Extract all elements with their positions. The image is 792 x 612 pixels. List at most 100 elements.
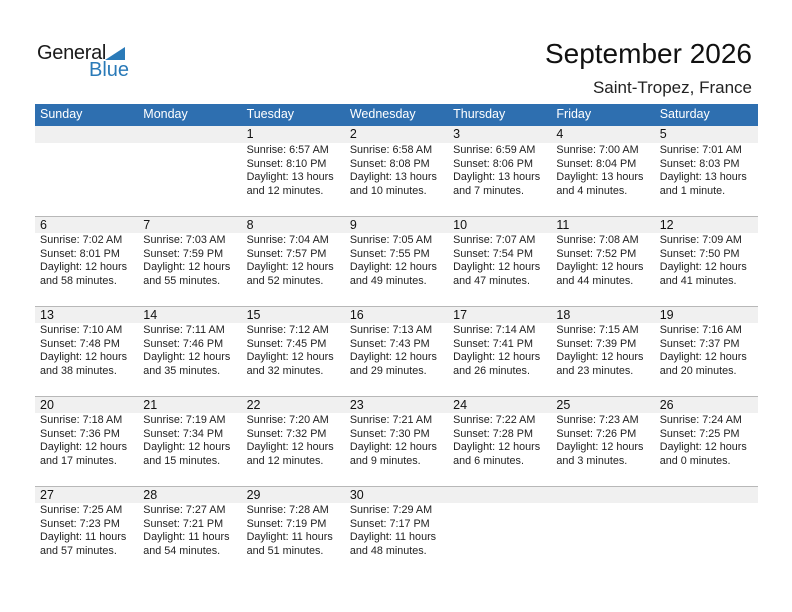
sunrise-text: Sunrise: 7:16 AM [659,324,742,336]
minutes-text: and 44 minutes. [556,274,634,287]
date-row: 27 28 29 30 [35,486,758,503]
weekday-thursday: Thursday [453,107,506,121]
minutes-text: and 23 minutes. [556,364,634,377]
sunset-text: Sunset: 7:50 PM [659,247,740,260]
weekday-tuesday: Tuesday [246,107,295,121]
weekday-header: Sunday Monday Tuesday Wednesday Thursday Frid… [35,104,758,126]
day-number: 10 [453,218,468,232]
sunset-text: Sunset: 7:25 PM [659,427,740,440]
day-cell: Sunrise: 7:03 AM Sunset: 7:59 PM Daylight:… [138,233,241,288]
daylight-text: Daylight: 12 hours [453,441,541,453]
location: Saint-Tropez, France [592,78,752,97]
day-cell: Sunrise: 7:01 AM Sunset: 8:03 PM Daylight:… [655,143,758,198]
daylight-text: Daylight: 12 hours [143,261,231,273]
week-row: 13 14 15 16 17 18 19 Sunrise: 7:10 AM Sunset: 7:… [35,306,758,396]
sunrise-text: Sunrise: 7:14 AM [453,324,536,336]
day-cell: Sunrise: 7:11 AM Sunset: 7:46 PM Daylight:… [138,323,241,378]
day-cell: Sunrise: 7:05 AM Sunset: 7:55 PM Daylight:… [345,233,448,288]
day-number: 20 [40,398,54,412]
sunrise-text: Sunrise: 7:25 AM [40,504,123,516]
day-number: 25 [556,398,571,412]
info-row: Sunrise: 7:18 AM Sunset: 7:36 PM Daylight:… [35,413,758,468]
day-number: 11 [556,218,570,232]
sunrise-text: Sunrise: 7:09 AM [659,234,742,246]
sunrise-text: Sunrise: 7:19 AM [143,414,226,426]
minutes-text: and 1 minute. [659,184,726,197]
day-number: 6 [40,218,47,232]
sunrise-text: Sunrise: 7:15 AM [556,324,639,336]
daylight-text: Daylight: 12 hours [143,441,231,453]
calendar-grid: Sunday Monday Tuesday Wednesday Thursday Frid… [35,104,758,576]
minutes-text: and 41 minutes. [659,274,737,287]
day-number: 7 [143,218,151,232]
day-cell: Sunrise: 7:20 AM Sunset: 7:32 PM Daylight:… [242,413,345,468]
day-number: 30 [349,488,364,502]
sunrise-text: Sunrise: 7:22 AM [453,414,536,426]
sunset-text: Sunset: 7:48 PM [40,337,120,350]
daylight-text: Daylight: 12 hours [659,441,747,453]
day-number: 14 [143,308,158,322]
date-row: 20 21 22 23 24 25 26 [35,396,758,413]
sunrise-text: Sunrise: 7:23 AM [556,414,639,426]
day-number: 12 [659,218,674,232]
day-number: 8 [246,218,254,232]
minutes-text: and 35 minutes. [143,364,221,377]
minutes-text: and 26 minutes. [453,364,530,377]
sunrise-text: Sunrise: 7:07 AM [453,234,536,246]
daylight-text: Daylight: 11 hours [143,531,230,543]
sunrise-text: Sunrise: 7:28 AM [246,504,329,516]
daylight-text: Daylight: 12 hours [143,351,231,363]
sunset-text: Sunset: 8:01 PM [40,247,120,260]
day-cell: Sunrise: 6:57 AM Sunset: 8:10 PM Daylight:… [242,143,345,198]
day-cell [35,143,138,198]
minutes-text: and 9 minutes. [349,454,421,467]
minutes-text: and 32 minutes. [246,364,324,377]
day-number: 28 [143,488,158,502]
daylight-text: Daylight: 12 hours [453,351,541,363]
sunset-text: Sunset: 7:55 PM [349,247,430,260]
minutes-text: and 10 minutes. [349,184,427,197]
logo-text-general: General [37,42,107,64]
day-cell [551,503,654,558]
day-cell: Sunrise: 7:28 AM Sunset: 7:19 PM Daylight:… [242,503,345,558]
daylight-text: Daylight: 11 hours [246,531,333,543]
day-number: 29 [246,488,261,502]
day-cell: Sunrise: 7:15 AM Sunset: 7:39 PM Daylight:… [551,323,654,378]
day-number: 17 [453,308,468,322]
daylight-text: Daylight: 11 hours [40,531,127,543]
day-cell: Sunrise: 7:19 AM Sunset: 7:34 PM Daylight:… [138,413,241,468]
daylight-text: Daylight: 12 hours [659,261,747,273]
sunrise-text: Sunrise: 7:02 AM [40,234,123,246]
sunset-text: Sunset: 7:54 PM [453,247,533,260]
sunrise-text: Sunrise: 7:03 AM [143,234,226,246]
day-number: 4 [556,127,564,141]
week-row: 6 7 8 9 10 11 12 Sunrise: 7:02 AM Sunset: 8:01 P… [35,216,758,306]
sunrise-text: Sunrise: 7:29 AM [349,504,433,516]
minutes-text: and 57 minutes. [40,544,117,557]
minutes-text: and 47 minutes. [453,274,530,287]
minutes-text: and 48 minutes. [349,544,427,557]
day-number: 1 [246,127,254,141]
sunrise-text: Sunrise: 7:13 AM [349,324,433,336]
daylight-text: Daylight: 13 hours [453,171,541,183]
date-row: 13 14 15 16 17 18 19 [35,306,758,323]
daylight-text: Daylight: 12 hours [556,351,644,363]
week-row: 20 21 22 23 24 25 26 Sunrise: 7:18 AM Sunset: 7:… [35,396,758,486]
day-cell: Sunrise: 6:59 AM Sunset: 8:06 PM Daylight:… [448,143,551,198]
minutes-text: and 20 minutes. [659,364,737,377]
daylight-text: Daylight: 12 hours [453,261,541,273]
minutes-text: and 29 minutes. [349,364,427,377]
sunrise-text: Sunrise: 7:00 AM [556,144,639,156]
day-cell: Sunrise: 7:08 AM Sunset: 7:52 PM Daylight:… [551,233,654,288]
minutes-text: and 3 minutes. [556,454,628,467]
sunrise-text: Sunrise: 6:59 AM [453,144,536,156]
daylight-text: Daylight: 12 hours [40,441,128,453]
day-cell: Sunrise: 7:00 AM Sunset: 8:04 PM Daylight:… [551,143,654,198]
daylight-text: Daylight: 12 hours [246,261,334,273]
sunset-text: Sunset: 7:17 PM [349,517,430,530]
minutes-text: and 17 minutes. [40,454,117,467]
minutes-text: and 4 minutes. [556,184,628,197]
sunset-text: Sunset: 7:30 PM [349,427,430,440]
sunset-text: Sunset: 8:03 PM [659,157,740,170]
weekday-friday: Friday [556,107,592,121]
